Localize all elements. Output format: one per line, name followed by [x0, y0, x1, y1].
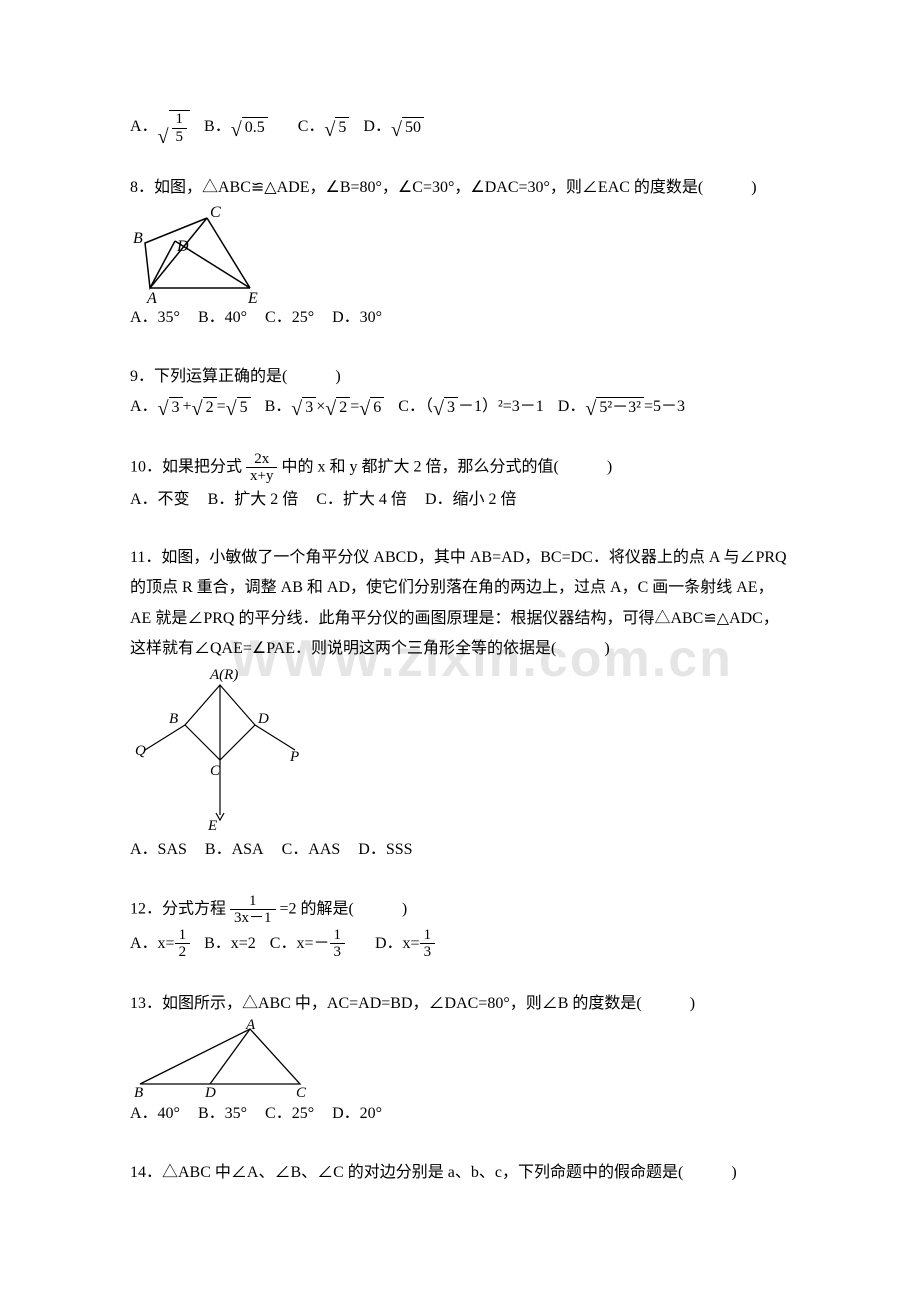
q11-l4-end: ) [604, 640, 609, 657]
sqrt-icon: √ 15 [158, 110, 190, 145]
svg-text:D: D [204, 1085, 216, 1099]
q13-figure: A B D C [130, 1019, 320, 1099]
svg-text:C: C [210, 204, 221, 221]
q8-opt-c: C．25° [265, 303, 314, 333]
q8-opt-a: A．35° [130, 303, 180, 333]
q7-opt-a: A． √ 15 [130, 110, 190, 145]
q8-stem: 8．如图，△ABC≌△ADE，∠B=80°，∠C=30°，∠DAC=30°，则∠… [130, 179, 703, 196]
q11-opt-d: D．SSS [358, 835, 412, 865]
q13-opt-b: B．35° [198, 1099, 247, 1129]
q11-l1: 11．如图，小敏做了一个角平分仪 ABCD，其中 AB=AD，BC=DC．将仪器… [130, 543, 790, 573]
q11-opt-b: B．ASA [205, 835, 264, 865]
q12-stem-a: 12．分式方程 [130, 901, 226, 918]
q12-opt-b: B．x=2 [204, 929, 256, 959]
q11-l3: AE 就是∠PRQ 的平分线．此角平分仪的画图原理是：根据仪器结构，可得△ABC… [130, 604, 790, 634]
q10-opt-d: D．缩小 2 倍 [425, 485, 517, 515]
q12-opt-c: C．x=－ 13 [270, 927, 345, 961]
question-13: 13．如图所示，△ABC 中，AC=AD=BD，∠DAC=80°，则∠B 的度数… [130, 989, 790, 1130]
question-9: 9．下列运算正确的是( ) A． √3+ √2= √5 B． √3× √2= √… [130, 362, 790, 423]
q7-b-val: 0.5 [242, 117, 268, 137]
question-10: 10．如果把分式 2xx+y 中的 x 和 y 都扩大 2 倍，那么分式的值( … [130, 451, 790, 515]
q11-opt-c: C．AAS [282, 835, 341, 865]
svg-text:A: A [245, 1019, 256, 1033]
svg-text:Q: Q [135, 743, 146, 759]
q7-c-label: C． [298, 112, 325, 142]
q10-stem-a: 10．如果把分式 [130, 458, 242, 475]
svg-text:C: C [210, 763, 221, 779]
svg-text:A: A [146, 290, 157, 303]
svg-text:D: D [176, 238, 189, 255]
q12-stem-end: ) [402, 901, 407, 918]
q9-opt-d: D． √5²－3² =5－3 [558, 392, 685, 422]
svg-text:D: D [257, 711, 269, 727]
q11-figure: A(R) B D C Q P E [130, 665, 310, 835]
q10-opt-c: C．扩大 4 倍 [316, 485, 407, 515]
q9-opt-c: C．（ √3 －1）²=3－1 [398, 392, 544, 422]
q7-c-val: 5 [335, 117, 349, 137]
q13-opt-d: D．20° [332, 1099, 382, 1129]
q7-opt-d: D． √50 [363, 112, 424, 142]
question-12: 12．分式方程 13x－1 =2 的解是( ) A．x= 12 B．x=2 C．… [130, 893, 790, 961]
question-11: 11．如图，小敏做了一个角平分仪 ABCD，其中 AB=AD，BC=DC．将仪器… [130, 543, 790, 865]
q9-stem: 9．下列运算正确的是( [130, 368, 287, 385]
q13-stem-end: ) [690, 995, 695, 1012]
q12-stem-b: =2 的解是( [280, 901, 354, 918]
q9-opt-a: A． √3+ √2= √5 [130, 392, 251, 422]
q7-a-label: A． [130, 112, 158, 142]
q8-opt-d: D．30° [332, 303, 382, 333]
q13-opt-c: C．25° [265, 1099, 314, 1129]
q11-l2: 的顶点 R 重合，调整 AB 和 AD，使它们分别落在角的两边上，过点 A，C … [130, 573, 790, 603]
q11-opt-a: A．SAS [130, 835, 187, 865]
q7-d-val: 50 [402, 117, 424, 137]
svg-text:P: P [289, 749, 299, 765]
question-14: 14．△ABC 中∠A、∠B、∠C 的对边分别是 a、b、c，下列命题中的假命题… [130, 1158, 790, 1188]
q12-opt-d: D．x= 13 [375, 927, 435, 961]
svg-text:C: C [296, 1085, 307, 1099]
q10-opt-b: B．扩大 2 倍 [208, 485, 299, 515]
q13-opt-a: A．40° [130, 1099, 180, 1129]
q10-opt-a: A．不变 [130, 485, 190, 515]
svg-text:E: E [247, 290, 258, 303]
q7-d-label: D． [363, 112, 391, 142]
q7-a-den: 5 [172, 129, 188, 146]
svg-text:E: E [207, 818, 217, 834]
q14-stem-end: ) [731, 1164, 736, 1181]
svg-text:B: B [134, 1085, 143, 1099]
svg-text:B: B [169, 711, 178, 727]
question-8: 8．如图，△ABC≌△ADE，∠B=80°，∠C=30°，∠DAC=30°，则∠… [130, 173, 790, 334]
q7-b-label: B． [204, 112, 231, 142]
q11-l4: 这样就有∠QAE=∠PAE．则说明这两个三角形全等的依据是( [130, 640, 556, 657]
q7-opt-c: C． √5 [298, 112, 350, 142]
svg-text:A(R): A(R) [209, 667, 238, 683]
q9-opt-b: B． √3× √2= √6 [265, 392, 385, 422]
q7-a-num: 1 [172, 111, 188, 129]
question-7-options: A． √ 15 B． √0.5 C． √5 D． √50 [130, 110, 790, 145]
q8-figure: A B C D E [130, 203, 280, 303]
q8-stem-end: ) [751, 179, 756, 196]
q9-stem-end: ) [335, 368, 340, 385]
q13-stem: 13．如图所示，△ABC 中，AC=AD=BD，∠DAC=80°，则∠B 的度数… [130, 995, 642, 1012]
q14-stem: 14．△ABC 中∠A、∠B、∠C 的对边分别是 a、b、c，下列命题中的假命题… [130, 1164, 683, 1181]
q8-opt-b: B．40° [198, 303, 247, 333]
q10-stem-b: 中的 x 和 y 都扩大 2 倍，那么分式的值( [281, 458, 558, 475]
svg-text:B: B [133, 230, 143, 247]
q12-opt-a: A．x= 12 [130, 927, 190, 961]
q10-stem-end: ) [607, 458, 612, 475]
q7-opt-b: B． √0.5 [204, 112, 268, 142]
